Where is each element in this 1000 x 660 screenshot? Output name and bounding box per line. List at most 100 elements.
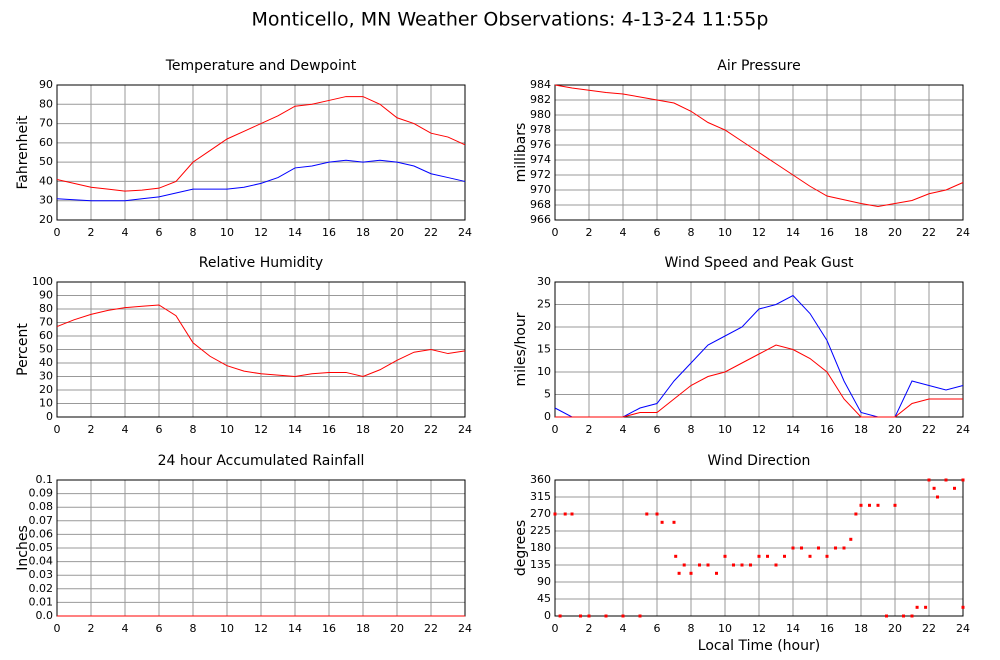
data-point	[698, 563, 701, 567]
y-tick-label: 0.08	[29, 500, 54, 513]
data-point	[672, 520, 676, 524]
x-tick-label: 12	[752, 226, 766, 239]
data-point	[936, 495, 939, 499]
x-tick-label: 14	[786, 622, 800, 635]
y-tick-label: 20	[39, 383, 53, 396]
x-tick-label: 8	[190, 423, 197, 436]
x-tick-label: 2	[586, 622, 593, 635]
x-tick-label: 18	[854, 622, 868, 635]
data-point	[570, 512, 574, 516]
x-tick-label: 20	[888, 423, 902, 436]
data-point	[706, 563, 710, 567]
data-point	[674, 554, 678, 558]
x-tick-label: 0	[552, 423, 559, 436]
y-tick-label: 135	[530, 558, 551, 571]
y-tick-label: 0	[46, 410, 53, 423]
y-tick-label: 90	[537, 575, 551, 588]
x-tick-label: 24	[458, 423, 472, 436]
x-tick-label: 10	[718, 622, 732, 635]
x-tick-label: 14	[786, 423, 800, 436]
data-point	[677, 571, 681, 575]
data-line	[554, 84, 964, 208]
x-tick-label: 16	[820, 226, 834, 239]
data-point	[885, 614, 888, 618]
data-point	[854, 512, 858, 516]
x-tick-label: 22	[922, 622, 936, 635]
x-tick-label: 10	[220, 622, 234, 635]
y-axis-label: Inches	[15, 525, 31, 570]
data-point	[732, 563, 735, 567]
y-axis-label: degrees	[513, 520, 529, 576]
y-axis-label: Percent	[15, 323, 31, 376]
y-tick-label: 0.09	[29, 487, 54, 500]
y-tick-label: 30	[39, 370, 53, 383]
x-tick-label: 12	[254, 423, 268, 436]
plot-frame	[56, 281, 466, 418]
data-point	[749, 563, 752, 567]
plot-frame	[554, 479, 964, 617]
plot-frame	[554, 84, 964, 221]
data-point	[660, 520, 664, 524]
x-tick-label: 6	[156, 226, 163, 239]
x-tick-label: 16	[820, 622, 834, 635]
data-point	[791, 546, 795, 550]
x-tick-label: 2	[88, 423, 95, 436]
x-tick-label: 10	[718, 226, 732, 239]
x-tick-label: 18	[356, 622, 370, 635]
x-tick-label: 22	[424, 423, 438, 436]
data-point	[638, 614, 642, 618]
data-point	[800, 546, 803, 550]
data-point	[825, 554, 829, 558]
x-tick-label: 2	[586, 423, 593, 436]
x-tick-label: 4	[620, 423, 627, 436]
data-line	[56, 96, 466, 192]
data-point	[834, 546, 837, 550]
x-tick-label: 12	[752, 622, 766, 635]
data-point	[902, 614, 905, 618]
data-point	[774, 563, 778, 567]
x-tick-label: 22	[424, 226, 438, 239]
plot-frame	[56, 84, 466, 221]
x-tick-label: 10	[220, 423, 234, 436]
y-tick-label: 30	[39, 194, 53, 207]
y-tick-label: 968	[530, 198, 551, 211]
x-tick-label: 4	[620, 226, 627, 239]
y-tick-label: 0.1	[36, 473, 54, 486]
y-tick-label: 45	[537, 592, 551, 605]
x-tick-label: 2	[88, 226, 95, 239]
y-tick-label: 0.07	[29, 514, 54, 527]
x-tick-label: 0	[54, 226, 61, 239]
y-tick-label: 980	[530, 108, 551, 121]
x-tick-label: 16	[322, 622, 336, 635]
x-tick-label: 12	[254, 622, 268, 635]
y-tick-label: 5	[544, 388, 551, 401]
data-point	[859, 503, 863, 507]
x-tick-label: 22	[424, 622, 438, 635]
data-point	[961, 478, 965, 482]
x-tick-label: 8	[190, 622, 197, 635]
y-tick-label: 0	[544, 410, 551, 423]
x-axis-label: Local Time (hour)	[698, 638, 820, 654]
y-tick-label: 970	[530, 183, 551, 196]
x-tick-label: 0	[54, 423, 61, 436]
y-tick-label: 10	[537, 365, 551, 378]
x-tick-label: 22	[922, 423, 936, 436]
y-tick-label: 30	[537, 275, 551, 288]
data-point	[953, 486, 956, 490]
x-tick-label: 0	[552, 226, 559, 239]
data-point	[961, 605, 965, 609]
panel-title: 24 hour Accumulated Rainfall	[158, 453, 365, 469]
x-tick-label: 20	[888, 622, 902, 635]
data-point	[621, 614, 625, 618]
y-tick-label: 976	[530, 138, 551, 151]
data-point	[682, 563, 686, 567]
y-tick-label: 40	[39, 356, 53, 369]
data-point	[563, 512, 567, 516]
x-tick-label: 6	[654, 423, 661, 436]
y-tick-label: 966	[530, 213, 551, 226]
x-tick-label: 20	[390, 226, 404, 239]
y-tick-label: 50	[39, 343, 53, 356]
y-tick-label: 0.06	[29, 527, 54, 540]
data-point	[817, 546, 820, 550]
